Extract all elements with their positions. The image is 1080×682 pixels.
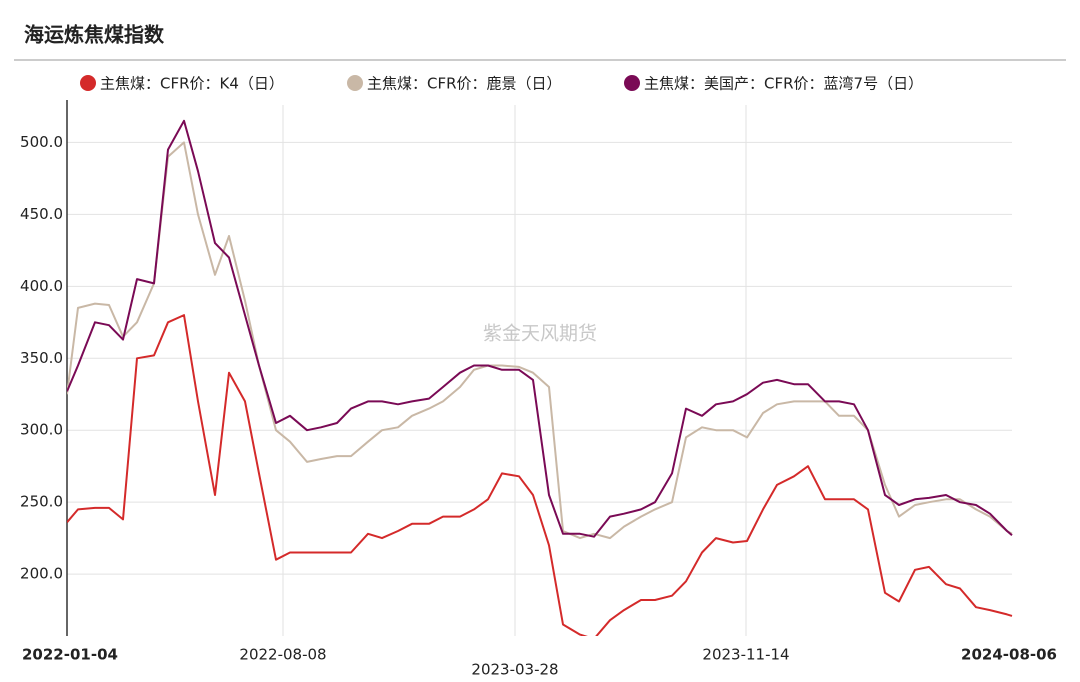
- legend-swatch: [624, 75, 640, 91]
- y-tick-label: 200.0: [20, 565, 63, 583]
- y-tick-label: 450.0: [20, 205, 63, 223]
- x-tick-label: 2024-08-06: [961, 646, 1057, 664]
- plot-area: [67, 119, 1013, 636]
- y-tick-label: 400.0: [20, 277, 63, 295]
- watermark: 紫金天风期货: [483, 323, 597, 345]
- y-tick-label: 350.0: [20, 349, 63, 367]
- legend-label: 主焦煤：CFR价：K4（日）: [100, 75, 284, 93]
- y-tick-label: 300.0: [20, 421, 63, 439]
- legend-label: 主焦煤：CFR价：鹿景（日）: [367, 75, 562, 93]
- chart-title: 海运炼焦煤指数: [24, 23, 165, 47]
- legend-swatch: [347, 75, 363, 91]
- x-tick-label: 2023-03-28: [471, 661, 558, 679]
- y-tick-label: 500.0: [20, 133, 63, 151]
- x-tick-label: 2022-08-08: [239, 646, 326, 664]
- y-tick-label: 250.0: [20, 493, 63, 511]
- legend-swatch: [80, 75, 96, 91]
- x-tick-label: 2023-11-14: [702, 646, 789, 664]
- series-line: [67, 119, 1013, 538]
- legend-label: 主焦煤：美国产：CFR价：蓝湾7号（日）: [644, 75, 923, 93]
- x-tick-label: 2022-01-04: [22, 646, 118, 664]
- series-line: [67, 141, 1013, 540]
- series-line: [67, 314, 1013, 636]
